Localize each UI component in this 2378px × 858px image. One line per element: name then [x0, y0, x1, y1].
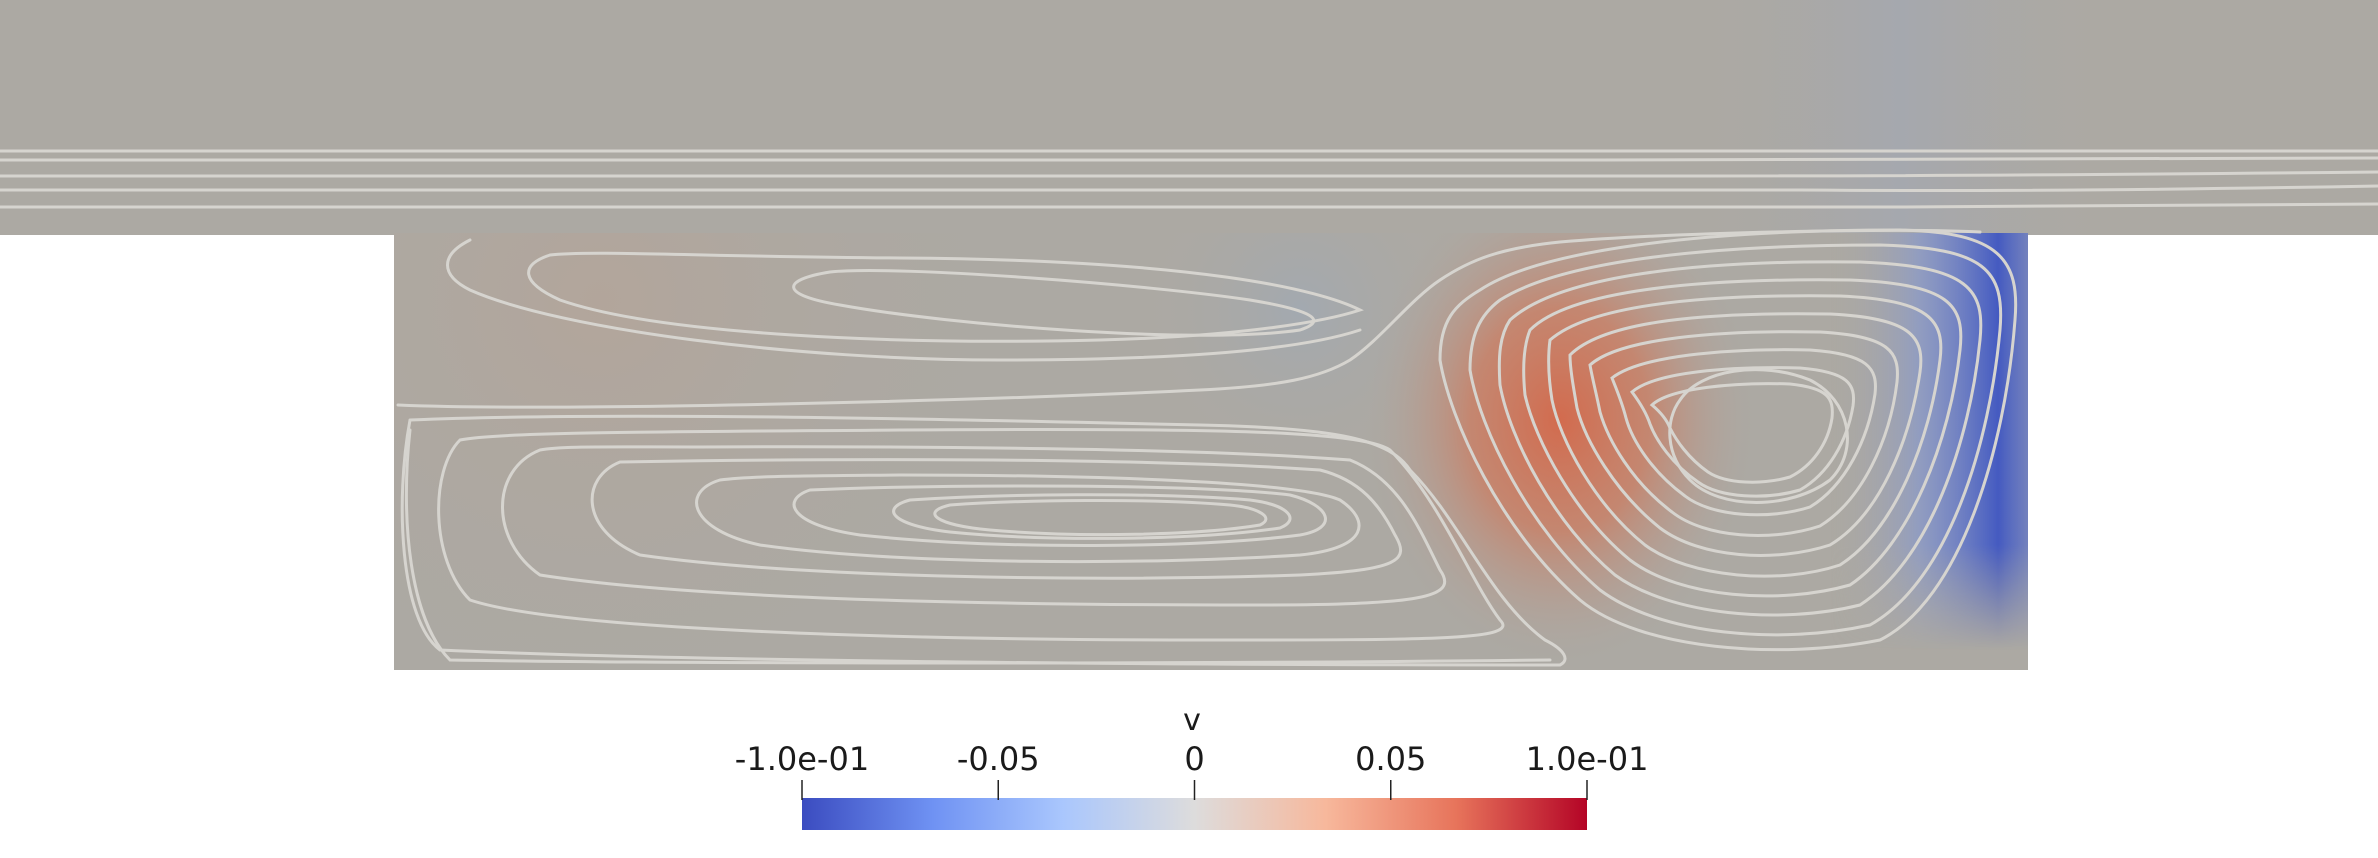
channel-streamline [0, 170, 2378, 178]
right-vortex-streamline [1438, 228, 2018, 652]
domain [0, 0, 2378, 670]
lower-left-vortex-streamline [437, 427, 1505, 642]
lower-left-vortex-streamline [590, 458, 1403, 580]
streamlines [0, 149, 2378, 667]
colorbar-tick-label: 0.05 [1355, 740, 1426, 778]
right-vortex-streamline [1588, 330, 1899, 537]
right-vortex-streamline [1522, 278, 1963, 598]
right-vortex-streamline [1629, 366, 1856, 498]
lower-left-vortex-streamline [400, 414, 1567, 667]
upper-left-vortex-streamline [396, 228, 1982, 409]
upper-left-vortex-streamline [527, 251, 1364, 343]
right-vortex-streamline [1610, 348, 1877, 517]
negative-v-region [1700, 233, 2028, 670]
colorbar-tick-label: -1.0e-01 [735, 740, 869, 778]
color-legend: v -1.0e-01 -0.05 0 0.05 1.0e-01 [735, 703, 1649, 830]
colorbar-tick-label: -0.05 [957, 740, 1040, 778]
upper-left-vortex-streamline [446, 238, 1362, 362]
lower-left-vortex-streamline [892, 493, 1292, 540]
legend-variable-label: v [1183, 703, 1201, 738]
right-vortex-streamline [1468, 243, 2003, 637]
channel-streamline [0, 156, 2378, 162]
right-vortex-streamline [1568, 312, 1923, 557]
lower-left-vortex-streamline [501, 445, 1447, 607]
channel-tint [1600, 0, 2200, 235]
lower-left-vortex-streamline [695, 473, 1361, 564]
colorbar [802, 798, 1587, 830]
colorbar-tick-label: 0 [1184, 740, 1204, 778]
colorbar-ticks: -1.0e-01 -0.05 0 0.05 1.0e-01 [735, 740, 1649, 800]
channel-streamline [0, 202, 2378, 209]
right-vortex-streamline [1497, 260, 1983, 617]
channel-streamline [0, 184, 2378, 192]
right-vortex-streamline [1649, 382, 1834, 484]
right-vortex-streamline [1547, 294, 1943, 578]
lower-left-vortex-streamline [933, 498, 1268, 537]
right-vortex-streamline [1668, 368, 1849, 504]
lower-left-vortex-streamline [792, 484, 1327, 547]
colorbar-tick-label: 1.0e-01 [1526, 740, 1649, 778]
lower-left-vortex-streamline [404, 428, 1552, 665]
upper-left-vortex-streamline [792, 269, 1316, 337]
